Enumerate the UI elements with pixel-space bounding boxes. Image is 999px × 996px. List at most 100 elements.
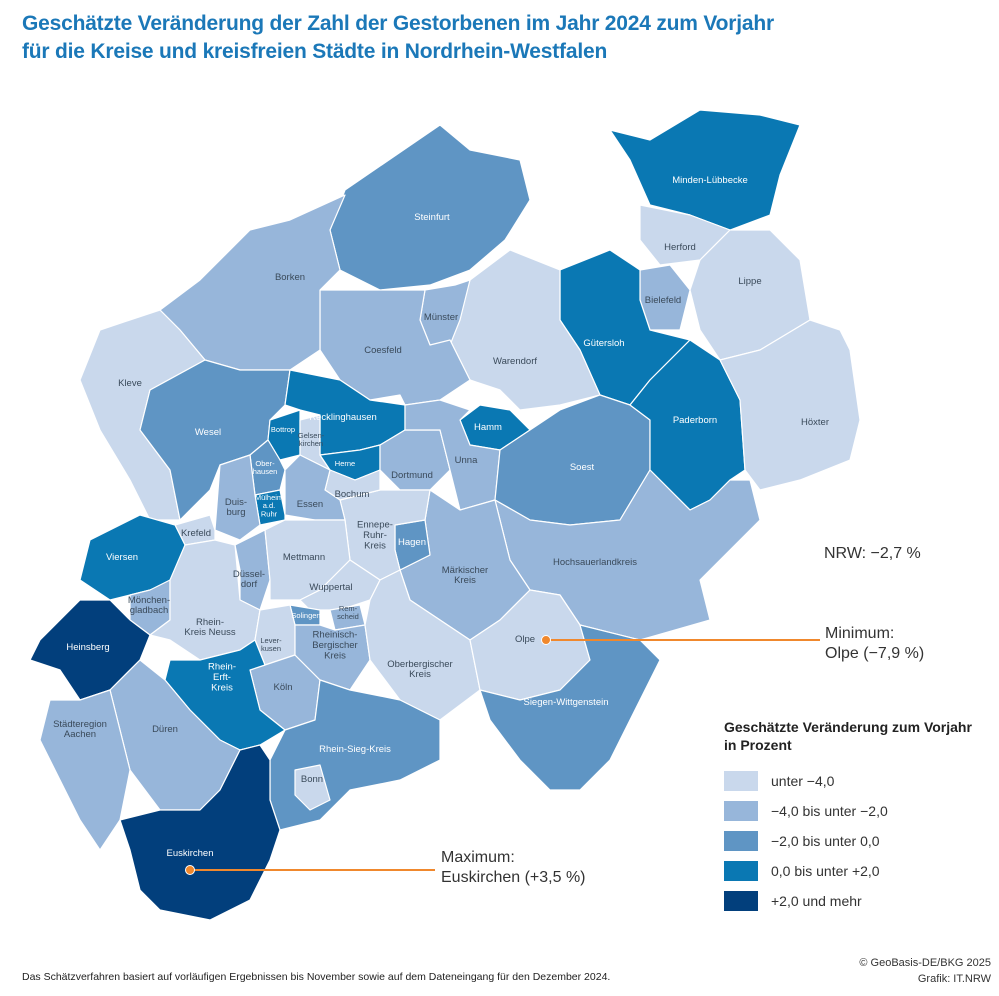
- legend-label: −2,0 bis unter 0,0: [771, 833, 880, 849]
- district-label-dueren: Düren: [152, 724, 178, 735]
- district-label-paderborn: Paderborn: [673, 415, 717, 426]
- district-label-duisburg: Duis-burg: [225, 497, 247, 518]
- district-label-warendorf: Warendorf: [493, 356, 537, 367]
- credits: © GeoBasis-DE/BKG 2025 Grafik: IT.NRW: [859, 955, 991, 987]
- legend-item: +2,0 und mehr: [724, 886, 972, 916]
- district-label-mg: Mönchen-gladbach: [128, 595, 170, 616]
- minimum-annotation: Minimum: Olpe (−7,9 %): [825, 624, 924, 664]
- district-label-unna: Unna: [455, 455, 478, 466]
- district-label-bielefeld: Bielefeld: [645, 295, 681, 306]
- district-label-minden: Minden-Lübbecke: [672, 175, 748, 186]
- legend-item: 0,0 bis unter +2,0: [724, 856, 972, 886]
- minimum-value: Olpe (−7,9 %): [825, 645, 925, 662]
- district-aachen: [39, 689, 131, 851]
- district-label-leverkusen: Lever-kusen: [260, 636, 282, 653]
- district-label-kleve: Kleve: [118, 378, 142, 389]
- minimum-label: Minimum:: [825, 625, 895, 642]
- legend-swatch: [724, 771, 758, 791]
- district-label-gelsenkirchen: Gelsen-kirchen: [298, 431, 325, 448]
- district-label-viersen: Viersen: [106, 552, 138, 563]
- district-label-hagen: Hagen: [398, 537, 426, 548]
- legend-label: −4,0 bis unter −2,0: [771, 803, 888, 819]
- legend-label: unter −4,0: [771, 773, 835, 789]
- district-label-muenster: Münster: [424, 312, 458, 323]
- district-hoexter: [719, 319, 861, 491]
- district-paderborn: [629, 339, 746, 511]
- district-siegen: [479, 624, 661, 791]
- legend-item: −4,0 bis unter −2,0: [724, 796, 972, 826]
- district-minden: [609, 109, 801, 231]
- district-label-bottrop: Bottrop: [271, 425, 295, 434]
- district-label-siegen: Siegen-Wittgenstein: [523, 697, 608, 708]
- maximum-value: Euskirchen (+3,5 %): [441, 869, 586, 886]
- map-title: Geschätzte Veränderung der Zahl der Gest…: [22, 10, 774, 66]
- legend-swatch: [724, 861, 758, 881]
- district-label-heinsberg: Heinsberg: [66, 642, 109, 653]
- maximum-marker-dot: [185, 865, 195, 875]
- district-label-rsk: Rhein-Sieg-Kreis: [319, 744, 391, 755]
- legend-title: Geschätzte Veränderung zum Vorjahr in Pr…: [724, 718, 972, 754]
- legend-swatch: [724, 801, 758, 821]
- district-label-remscheid: Rem-scheid: [337, 604, 359, 621]
- district-label-obk: Oberbergischer Kreis: [387, 659, 452, 680]
- district-label-herford: Herford: [664, 242, 696, 253]
- annotation-lines: [185, 635, 820, 875]
- district-label-guetersloh: Gütersloh: [583, 338, 624, 349]
- district-label-muelheim: Mülheim a.d. Ruhr: [255, 493, 283, 519]
- district-label-hsk: Hochsauerlandkreis: [553, 557, 637, 568]
- district-label-borken: Borken: [275, 272, 305, 283]
- district-bonn: [294, 764, 331, 811]
- district-label-steinfurt: Steinfurt: [414, 212, 450, 223]
- district-label-euskirchen: Euskirchen: [167, 848, 214, 859]
- district-label-rbk: Rheinisch-Bergischer Kreis: [312, 630, 357, 662]
- district-label-koeln: Köln: [273, 682, 292, 693]
- district-label-dortmund: Dortmund: [391, 470, 433, 481]
- district-essen: [284, 454, 346, 521]
- legend-item: −2,0 bis unter 0,0: [724, 826, 972, 856]
- district-label-mk: Märkischer Kreis: [442, 565, 488, 586]
- district-label-lippe: Lippe: [738, 276, 761, 287]
- legend-label: 0,0 bis unter +2,0: [771, 863, 880, 879]
- district-label-hamm: Hamm: [474, 422, 502, 433]
- district-label-soest: Soest: [570, 462, 595, 473]
- district-label-krefeld: Krefeld: [181, 528, 211, 539]
- district-label-mettmann: Mettmann: [283, 552, 325, 563]
- legend-swatch: [724, 891, 758, 911]
- title-line-1: Geschätzte Veränderung der Zahl der Gest…: [22, 12, 774, 35]
- legend-title-line-1: Geschätzte Veränderung zum Vorjahr: [724, 719, 972, 735]
- copyright: © GeoBasis-DE/BKG 2025: [859, 957, 991, 969]
- district-label-erft: Rhein-Erft-Kreis: [208, 662, 236, 694]
- district-label-wesel: Wesel: [195, 427, 221, 438]
- district-label-essen: Essen: [297, 499, 323, 510]
- maximum-annotation: Maximum: Euskirchen (+3,5 %): [441, 848, 586, 888]
- district-label-recklinghausen: Recklinghausen: [309, 412, 377, 423]
- district-label-herne: Herne: [335, 459, 355, 468]
- district-label-olpe: Olpe: [515, 634, 535, 645]
- graphic-credit: Grafik: IT.NRW: [917, 973, 991, 985]
- district-label-en: Ennepe-Ruhr-Kreis: [357, 520, 393, 552]
- legend-swatch: [724, 831, 758, 851]
- legend-item: unter −4,0: [724, 766, 972, 796]
- legend: Geschätzte Veränderung zum Vorjahr in Pr…: [724, 718, 972, 916]
- district-dortmund: [379, 429, 451, 491]
- footnote: Das Schätzverfahren basiert auf vorläufi…: [22, 971, 611, 983]
- district-label-duesseldorf: Düssel-dorf: [233, 569, 265, 590]
- district-label-coesfeld: Coesfeld: [364, 345, 402, 356]
- district-label-neuss: Rhein-Kreis Neuss: [184, 617, 235, 638]
- legend-label: +2,0 und mehr: [771, 893, 862, 909]
- title-line-2: für die Kreise und kreisfreien Städte in…: [22, 40, 608, 63]
- district-label-oberhausen: Ober-hausen: [253, 459, 278, 476]
- district-label-wuppertal: Wuppertal: [309, 582, 352, 593]
- district-euskirchen: [119, 744, 281, 921]
- district-label-aachen: Städteregion Aachen: [53, 719, 107, 740]
- legend-title-line-2: in Prozent: [724, 737, 792, 753]
- district-label-bochum: Bochum: [335, 489, 370, 500]
- minimum-marker-dot: [541, 635, 551, 645]
- district-soest: [494, 394, 651, 526]
- district-label-solingen: Solingen: [291, 611, 320, 620]
- nrw-total: NRW: −2,7 %: [824, 545, 921, 562]
- district-label-bonn: Bonn: [301, 774, 323, 785]
- district-label-hoexter: Höxter: [801, 417, 829, 428]
- maximum-label: Maximum:: [441, 849, 515, 866]
